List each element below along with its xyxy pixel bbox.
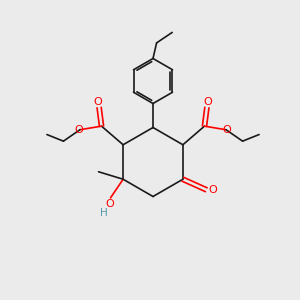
Text: O: O bbox=[75, 125, 83, 135]
Text: O: O bbox=[94, 97, 103, 107]
Text: H: H bbox=[100, 208, 108, 218]
Text: O: O bbox=[106, 199, 114, 209]
Text: O: O bbox=[208, 185, 217, 195]
Text: O: O bbox=[223, 125, 231, 135]
Text: O: O bbox=[203, 97, 212, 107]
